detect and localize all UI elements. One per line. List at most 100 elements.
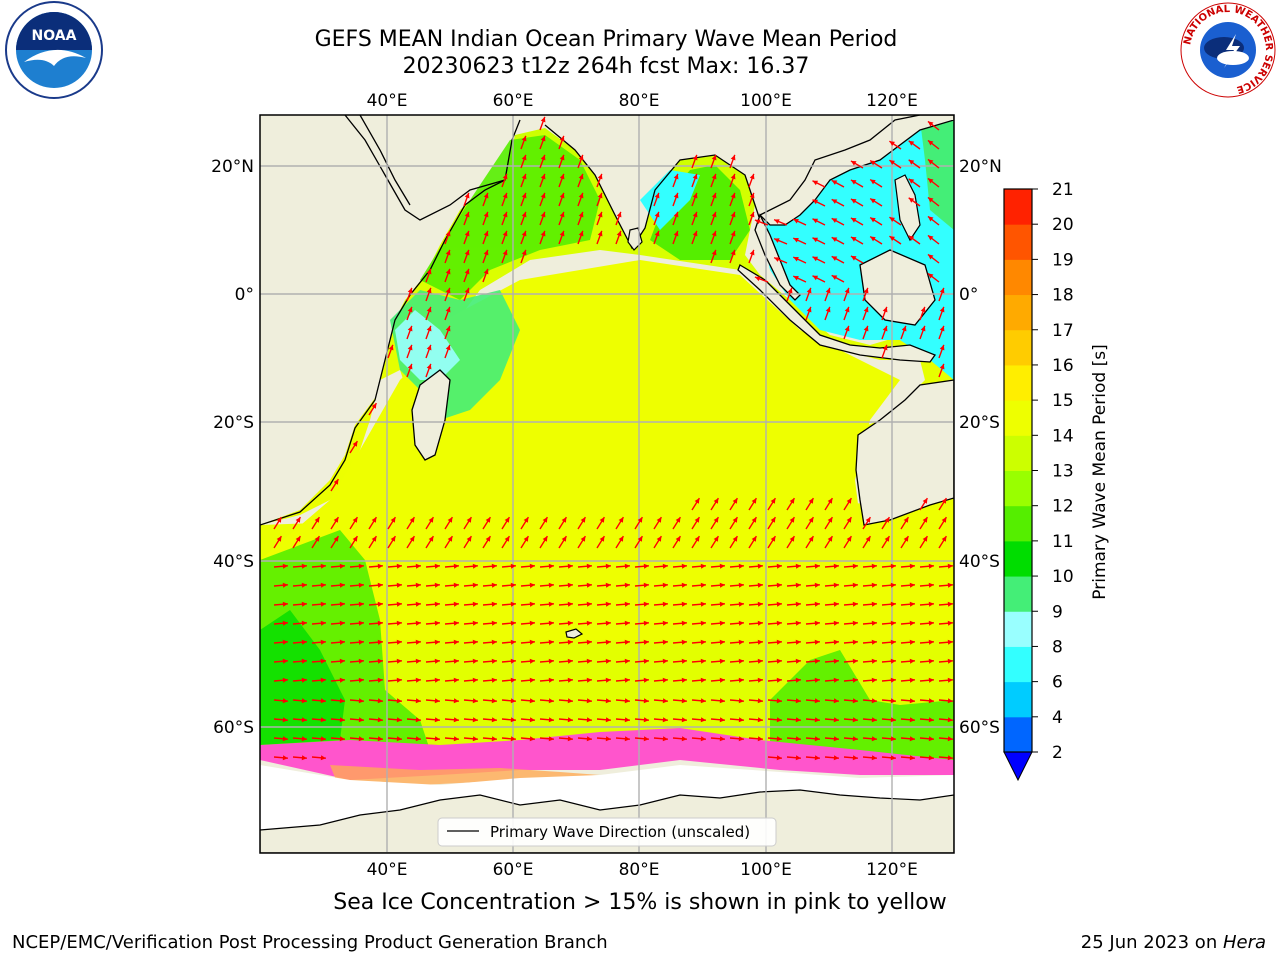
wave-arrow-head: [831, 237, 838, 242]
wave-arrow-head: [787, 287, 793, 294]
colorbar-band: [1004, 400, 1032, 436]
wave-arrow-head: [434, 582, 440, 588]
colorbar-tick-label: 15: [1052, 391, 1074, 411]
wave-arrow-head: [491, 620, 497, 626]
wave-arrow-head: [827, 517, 833, 523]
wave-arrow-head: [540, 192, 546, 199]
wave-arrow-head: [605, 698, 611, 704]
wave-arrow-head: [730, 211, 736, 218]
wave-arrow-head: [523, 536, 529, 542]
wave-arrow-head: [654, 211, 660, 218]
colorbar-label: Primary Wave Mean Period [s]: [1090, 344, 1110, 599]
wave-arrow-head: [757, 736, 763, 742]
wave-arrow-head: [871, 563, 877, 569]
wave-arrow-head: [529, 563, 535, 569]
kerguelen-island: [565, 628, 584, 639]
australia: [855, 379, 954, 526]
wave-arrow-head: [529, 639, 535, 645]
wave-arrow-head: [521, 211, 527, 218]
wave-arrow-head: [751, 517, 757, 523]
wave-arrow-head: [529, 620, 535, 626]
wave-arrow-head: [415, 563, 421, 569]
wave-arrow-head: [434, 639, 440, 645]
wave-arrow-head: [884, 536, 890, 542]
wave-arrow-head: [738, 639, 744, 645]
wave-arrow-head: [540, 230, 546, 237]
colorbar-tick-label: 8: [1052, 637, 1063, 657]
wave-arrow-head: [852, 755, 858, 761]
wave-arrow-head: [812, 199, 819, 205]
wave-arrow-head: [578, 173, 584, 180]
wave-arrow-head: [339, 717, 345, 723]
wave-arrow-head: [700, 698, 706, 704]
wave-arrow-head: [870, 236, 876, 242]
wave-arrow-head: [692, 211, 698, 218]
wave-arrow-head: [793, 237, 799, 243]
wave-arrow-head: [415, 736, 421, 742]
wave-arrow-head: [711, 154, 717, 161]
wave-arrow-head: [301, 582, 307, 588]
colorbar: 2 4 6 8 9 10 11 12 13 14 15 16 17 18 19 20 21 Primary Wa…: [1003, 180, 1110, 782]
wave-arrow-head: [789, 536, 795, 542]
wave-arrow-head: [852, 677, 858, 683]
wave-arrow-head: [643, 639, 649, 645]
wave-arrow-head: [396, 658, 402, 664]
wave-arrow-head: [939, 325, 945, 332]
wave-arrow-head: [320, 639, 326, 645]
wave-arrow-head: [675, 517, 681, 523]
wave-arrow-head: [358, 717, 364, 723]
wave-arrow-head: [713, 517, 719, 523]
wave-arrow-head: [377, 563, 383, 569]
colorbar-tick-label: 17: [1052, 321, 1074, 341]
wave-arrow-head: [681, 639, 687, 645]
wave-arrow-head: [339, 639, 345, 645]
wave-arrow-head: [749, 192, 755, 199]
wave-arrow-head: [567, 736, 573, 742]
wave-arrow-head: [491, 736, 497, 742]
wave-arrow-head: [548, 736, 554, 742]
footer-host: Hera: [1222, 932, 1266, 953]
wave-arrow-head: [884, 517, 890, 523]
x-tick-bottom-60e: 60°E: [493, 860, 534, 880]
wave-arrow-head: [320, 620, 326, 626]
wave-arrow-head: [825, 287, 831, 294]
wave-arrow-head: [890, 582, 896, 588]
wave-arrow-head: [738, 658, 744, 664]
wave-arrow-head: [795, 601, 801, 607]
wave-arrow-head: [578, 154, 584, 161]
wave-arrow-head: [358, 620, 364, 626]
wave-arrow-head: [757, 582, 763, 588]
wave-arrow-head: [844, 325, 850, 332]
wave-arrow-head: [320, 677, 326, 683]
wave-arrow-head: [692, 173, 698, 180]
wave-arrow-head: [548, 563, 554, 569]
map-gridlines: [260, 115, 954, 853]
wave-arrow-head: [662, 582, 668, 588]
wave-arrow-head: [352, 517, 358, 523]
wave-arrow-head: [656, 536, 662, 542]
wave-arrow-head: [846, 536, 852, 542]
wave-arrow-head: [491, 677, 497, 683]
wave-arrow-head: [732, 517, 738, 523]
wave-arrow-head: [909, 563, 915, 569]
wave-arrow-head: [928, 736, 934, 742]
wave-arrow-head: [567, 658, 573, 664]
wave-arrow-head: [561, 536, 567, 542]
colorbar-band: [1004, 329, 1032, 366]
wave-arrow-head: [833, 755, 839, 761]
wave-arrow-head: [529, 717, 535, 723]
green-band-philippines: [920, 115, 954, 230]
wave-arrow-head: [920, 306, 926, 313]
wave-arrow-head: [776, 658, 782, 664]
wave-arrow-head: [711, 211, 717, 218]
wave-arrow-head: [928, 755, 934, 761]
wave-arrow-head: [618, 536, 624, 542]
wave-arrow-head: [751, 498, 757, 504]
wave-arrow-head: [282, 563, 288, 569]
wave-arrow-head: [947, 736, 953, 742]
colorbar-band: [1004, 505, 1032, 542]
wave-arrow-head: [770, 498, 776, 504]
wave-arrow-head: [415, 582, 421, 588]
wave-arrow-head: [814, 736, 820, 742]
wave-arrow-head: [795, 563, 801, 569]
